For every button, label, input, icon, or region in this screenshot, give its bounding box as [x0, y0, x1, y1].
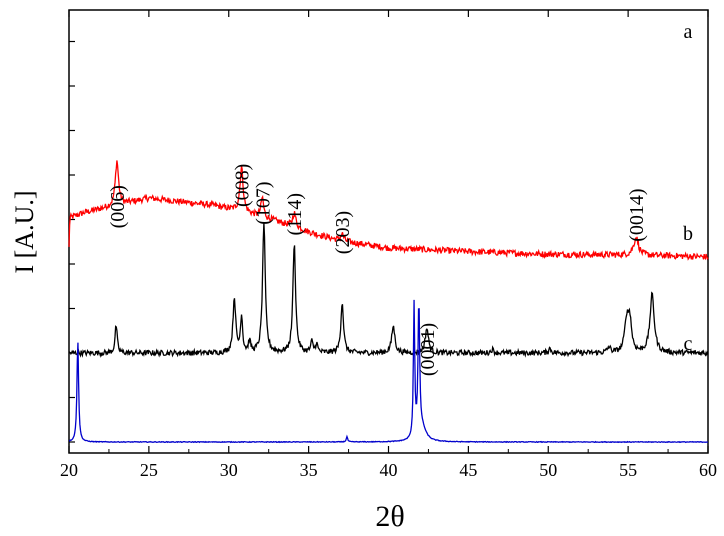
x-tick-label: 20	[60, 460, 78, 480]
y-axis-ticks	[69, 40, 75, 443]
peak-annotation: (114)	[284, 193, 306, 236]
peak-annotation: (203)	[332, 211, 354, 254]
peak-annotations: (006) (008)(107) (114) (203) (0014) (0001)	[107, 164, 648, 376]
plot-border	[68, 9, 709, 454]
x-tick-label: 40	[380, 460, 398, 480]
x-tick-label: 35	[300, 460, 318, 480]
peak-annotation: (107)	[252, 181, 274, 224]
peak-annotation: (008)	[232, 164, 254, 207]
x-tick-label: 50	[539, 460, 557, 480]
x-tick-label: 25	[140, 460, 158, 480]
series-label-a: a	[684, 21, 693, 43]
series-label-b: b	[683, 223, 693, 245]
x-axis-label: 2θ	[375, 500, 404, 533]
peak-annotation: (0014)	[626, 188, 648, 241]
series-line-a	[68, 160, 709, 261]
x-tick-label: 60	[699, 460, 717, 480]
series-label-c: c	[684, 333, 693, 355]
x-tick-label: 55	[619, 460, 637, 480]
x-tick-label: 45	[459, 460, 477, 480]
series-labels: a b c	[683, 21, 693, 355]
series-lines	[68, 160, 709, 444]
plot-frame	[68, 9, 709, 454]
x-axis-ticks: 20 25 30 35 40 45 50 55 60	[60, 10, 717, 480]
series-line-b	[68, 222, 709, 358]
peak-annotation: (0001)	[417, 323, 439, 376]
x-tick-label: 30	[220, 460, 238, 480]
peak-annotation: (006)	[107, 185, 129, 228]
series-line-c	[68, 299, 709, 444]
y-axis-label: I [A.U.]	[10, 190, 39, 273]
